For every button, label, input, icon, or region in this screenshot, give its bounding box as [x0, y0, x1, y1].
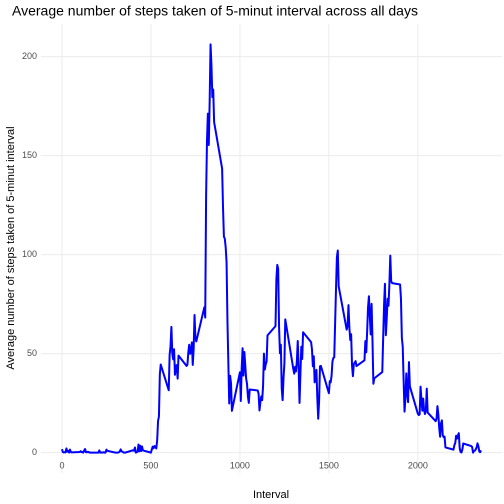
y-axis-title: Average number of steps taken of 5-minut…: [5, 126, 17, 369]
data-line: [60, 43, 482, 454]
chart-title: Average number of steps taken of 5-minut…: [12, 3, 418, 19]
y-tick-label: 200: [22, 51, 37, 61]
x-axis-title: Interval: [253, 489, 289, 501]
x-tick-label: 0: [59, 460, 64, 470]
x-tick-label: 2000: [408, 460, 428, 470]
y-tick-label: 150: [22, 150, 37, 160]
y-tick-label: 100: [22, 249, 37, 259]
x-tick-label: 500: [143, 460, 158, 470]
y-tick-label: 0: [32, 447, 37, 457]
x-tick-label: 1000: [230, 460, 250, 470]
x-tick-label: 1500: [319, 460, 339, 470]
y-tick-label: 50: [27, 348, 37, 358]
